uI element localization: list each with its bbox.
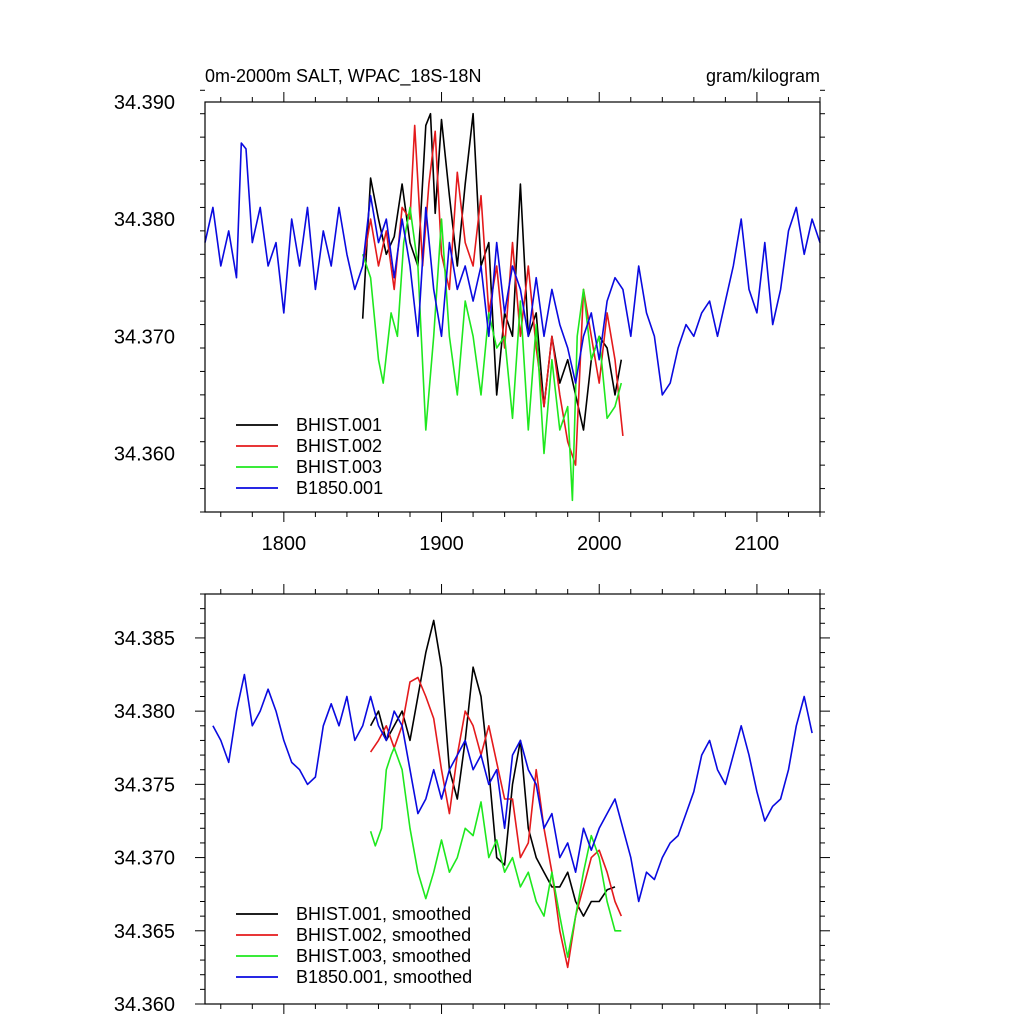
bottom-y-tick-label: 34.370 xyxy=(114,848,175,870)
bottom-y-tick-label: 34.365 xyxy=(114,921,175,943)
bottom-series-line-2 xyxy=(369,676,623,969)
bottom-series-line-4 xyxy=(212,673,813,903)
bottom-series-line-3 xyxy=(369,747,622,958)
top-series-line-4 xyxy=(204,142,821,396)
top-legend-label-1: BHIST.001 xyxy=(296,415,382,435)
bottom-panel: 34.360 34.365 34.370 34.375 34.380 34.385 BHIS… xyxy=(114,584,830,1016)
top-x-tick-label: 1800 xyxy=(262,533,307,555)
top-units-label: gram/kilogram xyxy=(706,66,820,86)
bottom-y-tick-label: 34.385 xyxy=(114,628,175,650)
top-x-tick-label: 1900 xyxy=(419,533,464,555)
top-plot-frame xyxy=(204,101,821,513)
top-y-tick-label: 34.390 xyxy=(114,92,175,114)
top-y-tick-label: 34.360 xyxy=(114,443,175,465)
top-x-tick-label: 2000 xyxy=(577,533,622,555)
top-legend-label-3: BHIST.003 xyxy=(296,457,382,477)
bottom-series-line-1 xyxy=(369,619,616,917)
top-x-tick-label: 2100 xyxy=(735,533,780,555)
top-y-tick-label: 34.380 xyxy=(114,209,175,231)
bottom-y-tick-label: 34.375 xyxy=(114,774,175,796)
bottom-legend-label-2: BHIST.002, smoothed xyxy=(296,925,471,945)
top-legend-label-2: BHIST.002 xyxy=(296,436,382,456)
bottom-y-tick-label: 34.360 xyxy=(114,994,175,1016)
top-series-line-3 xyxy=(361,206,623,502)
bottom-legend-label-4: B1850.001, smoothed xyxy=(296,967,472,987)
top-panel: 1800 1900 2000 2100 34.360 34.370 34.380 34.390… xyxy=(114,66,825,555)
top-chart-title: 0m-2000m SALT, WPAC_18S-18N xyxy=(205,66,481,87)
top-y-tick-label: 34.370 xyxy=(114,326,175,348)
bottom-y-tick-label: 34.380 xyxy=(114,701,175,723)
bottom-legend-label-1: BHIST.001, smoothed xyxy=(296,904,471,924)
bottom-legend-label-3: BHIST.003, smoothed xyxy=(296,946,471,966)
top-legend-label-4: B1850.001 xyxy=(296,478,383,498)
